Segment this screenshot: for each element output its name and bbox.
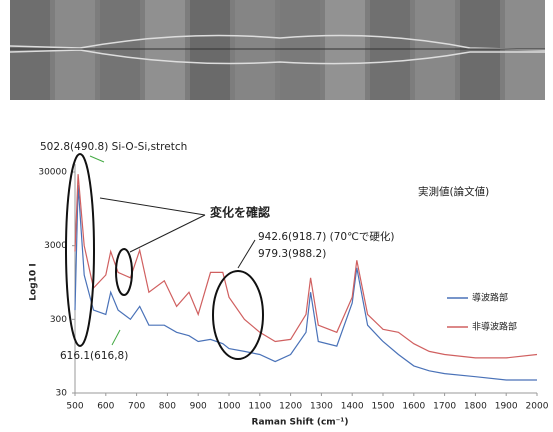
chart: 2000 1900 1800 1700 1600 1500 1400 1300 1200 1100… [29,141,549,428]
x-tick-label: 1700 [433,402,456,412]
page: 2000 1900 1800 1700 1600 1500 1400 1300 1200 1100… [0,0,553,432]
x-tick-label: 500 [66,402,83,412]
x-tick-label: 600 [97,402,114,412]
x-tick-label: 1800 [464,402,487,412]
annotation: 502.8(490.8) Si-O-Si,stretch [40,141,187,153]
series-line [75,185,537,380]
x-tick-label: 1200 [279,402,302,412]
ellipse [66,154,94,346]
x-tick-label: 2000 [526,402,549,412]
y-tick-label: 30 [56,389,68,399]
x-tick-label: 700 [128,402,145,412]
micrograph [10,0,545,100]
x-tick-label: 1100 [248,402,271,412]
x-tick-label: 1600 [402,402,425,412]
x-tick-label: 1300 [310,402,333,412]
x-tick-label: 1400 [341,402,364,412]
x-tick-label: 1000 [218,402,241,412]
x-axis-title: Raman Shift (cm⁻¹) [252,418,349,428]
pointer [112,330,120,345]
y-tick-label: 3000 [44,241,67,251]
x-tick-label: 1500 [372,402,395,412]
legend-label: 非導波路部 [472,321,517,333]
annotation: 変化を確認 [210,205,270,220]
y-axis-title: Log10 I [29,263,39,300]
x-tick-label: 800 [159,402,176,412]
arrow [130,215,205,252]
x-tick-label: 1900 [495,402,518,412]
y-tick-label: 30000 [38,168,67,178]
y-tick-label: 300 [50,315,67,325]
annotation: 616.1(616,8) [60,350,128,362]
ellipse [213,271,263,359]
x-tick-label: 900 [190,402,207,412]
legend-label: 導波路部 [472,292,508,304]
arrow [100,198,205,215]
annotation: 実測値(論文値) [418,185,489,198]
pointer [90,156,104,162]
annotation: 942.6(918.7) (70℃で硬化) [258,230,395,243]
arrow [238,240,255,268]
annotation: 979.3(988.2) [258,248,326,260]
